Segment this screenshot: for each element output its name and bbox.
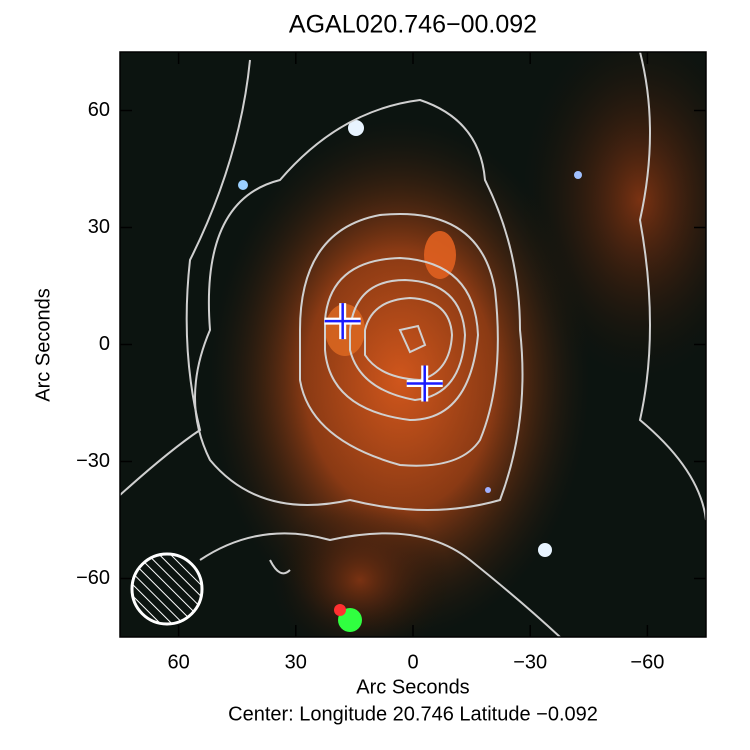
x-axis-label: Arc Seconds <box>356 676 469 698</box>
x-tick-label: −30 <box>513 651 547 673</box>
y-axis-label: Arc Seconds <box>32 288 54 401</box>
x-tick-label: −60 <box>630 651 664 673</box>
source-marker <box>324 303 361 340</box>
x-tick-label: 60 <box>167 651 189 673</box>
beam <box>130 552 204 626</box>
source-marker <box>406 365 443 402</box>
x-tick-label: 30 <box>285 651 307 673</box>
y-tick-label: 60 <box>88 99 110 121</box>
x-tick-label: 0 <box>407 651 418 673</box>
sky-image <box>120 52 706 637</box>
chart-title: AGAL020.746−00.092 <box>289 11 537 39</box>
y-tick-label: 0 <box>99 333 110 355</box>
y-tick-label: 30 <box>88 216 110 238</box>
y-tick-label: −30 <box>76 450 110 472</box>
caption: Center: Longitude 20.746 Latitude −0.092 <box>228 703 598 725</box>
y-tick-label: −60 <box>76 567 110 589</box>
